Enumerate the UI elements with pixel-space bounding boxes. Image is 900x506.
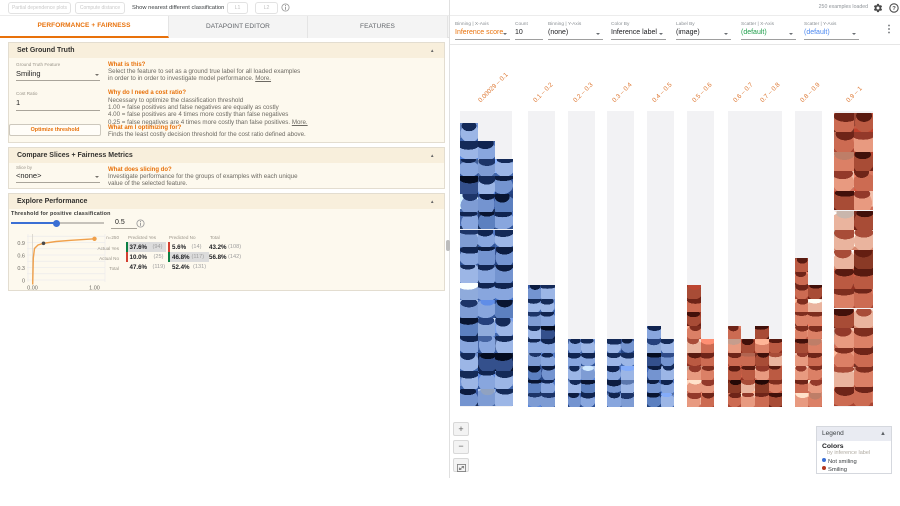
svg-text:?: ? [892,6,896,12]
svg-text:1.00: 1.00 [89,285,100,290]
svg-text:0.6: 0.6 [17,253,25,259]
svg-text:0.9: 0.9 [17,241,25,247]
svg-text:0.3: 0.3 [17,266,25,272]
svg-text:0.00: 0.00 [27,285,38,290]
svg-text:0: 0 [22,278,25,284]
